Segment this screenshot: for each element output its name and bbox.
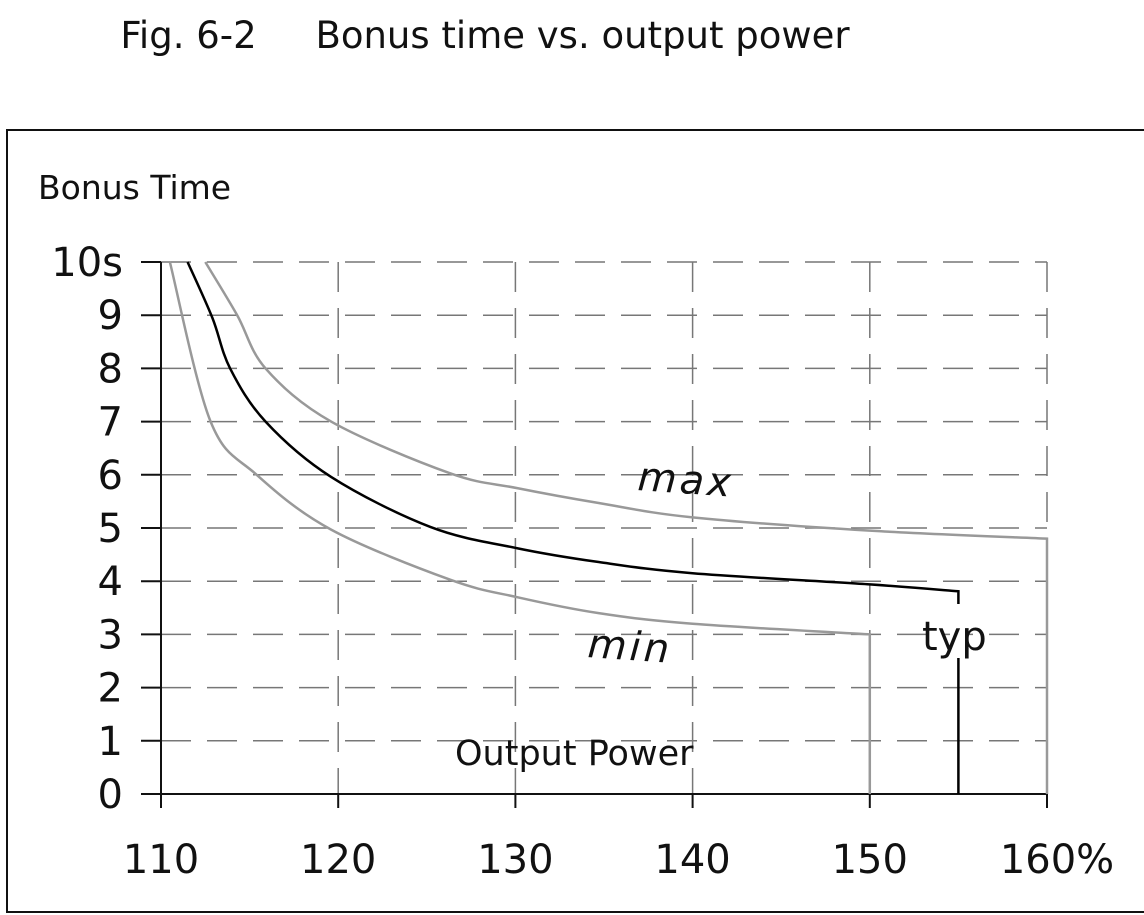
y-tick-label: 7 (98, 400, 123, 446)
x-tick-label: 110 (123, 837, 199, 883)
series-label-max: max (636, 454, 735, 507)
y-tick-label: 1 (98, 719, 123, 765)
y-tick-label: 5 (98, 506, 123, 552)
chart-frame (6, 129, 1144, 913)
x-axis-label: Output Power (455, 734, 694, 774)
y-tick-label: 8 (98, 346, 123, 392)
series-label-min: min (586, 621, 673, 673)
y-tick-label: 0 (98, 772, 123, 818)
x-tick-label: 130 (477, 837, 553, 883)
x-tick-label: 140 (654, 837, 730, 883)
y-tick-label: 4 (98, 559, 123, 605)
y-tick-label: 6 (98, 453, 123, 499)
y-tick-label: 10s (51, 240, 123, 286)
typ-label-background (950, 604, 968, 658)
series-line-max (204, 261, 1049, 794)
chart-title: Fig. 6-2 Bonus time vs. output power (120, 14, 850, 57)
y-tick-label: 2 (98, 666, 123, 712)
x-tick-label: 160% (1000, 837, 1114, 883)
y-tick-label: 9 (98, 293, 123, 339)
series-line-typ (186, 261, 960, 794)
y-tick-label: 3 (98, 612, 123, 658)
x-tick-label: 150 (832, 837, 908, 883)
series-line-min (168, 261, 872, 794)
y-axis-label: Bonus Time (38, 168, 231, 207)
series-label-typ: typ (922, 614, 987, 660)
x-tick-label: 120 (300, 837, 376, 883)
